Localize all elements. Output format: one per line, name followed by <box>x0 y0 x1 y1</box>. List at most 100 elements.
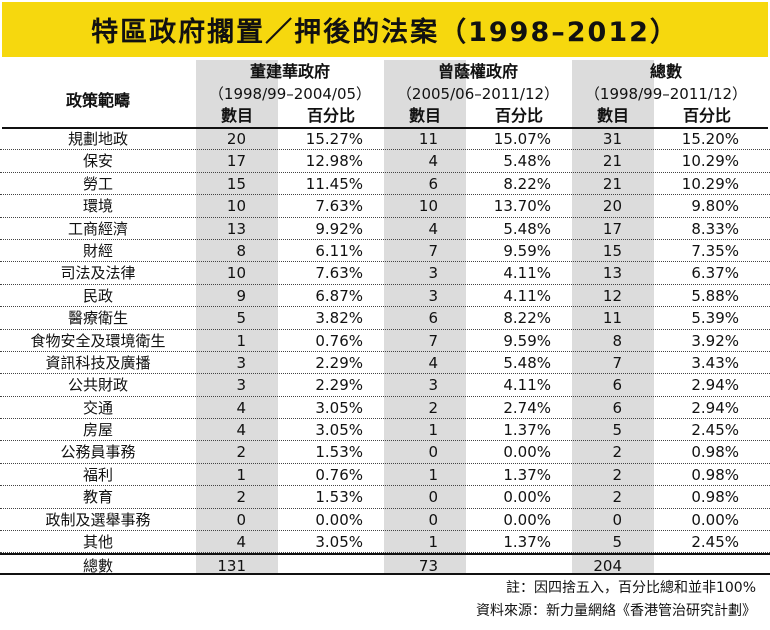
data-table: 規劃地政 20 15.27% 11 15.07% 31 15.20% 保安 17 12.98% 4 5… <box>0 128 770 576</box>
cell-tsang-pct: 1.37% <box>503 465 551 484</box>
cell-tsang-count: 7 <box>428 331 438 350</box>
cell-total-count: 31 <box>602 130 622 148</box>
cell-tung-count: 5 <box>236 309 246 328</box>
cell-tsang-pct: 15.07% <box>493 130 551 148</box>
count-header-total: 數目 <box>596 106 629 125</box>
cell-total-pct: 0.00% <box>691 510 739 529</box>
cell-total-pct: 2.45% <box>691 421 739 440</box>
cell-tung-count: 13 <box>226 219 246 238</box>
cell-total-pct: 5.39% <box>691 309 739 328</box>
cell-total-count: 8 <box>612 331 622 350</box>
cell-total-pct: 9.80% <box>691 197 739 216</box>
shade-tsang-count <box>384 60 466 574</box>
cell-tung-count: 2 <box>236 488 246 507</box>
table-row: 醫療衛生 5 3.82% 6 8.22% 11 5.39% <box>0 307 770 330</box>
cell-tsang-count: 4 <box>428 152 438 171</box>
cell-tung-count: 8 <box>236 241 246 260</box>
cell-tung-count: 0 <box>236 510 246 529</box>
cell-tung-pct: 3.05% <box>315 398 363 417</box>
cell-tsang-count: 2 <box>428 398 438 417</box>
cell-tung-count: 10 <box>226 264 246 283</box>
table-row: 房屋 4 3.05% 1 1.37% 5 2.45% <box>0 419 770 442</box>
cell-tung-count: 4 <box>236 421 246 440</box>
cell-category: 交通 <box>82 398 113 417</box>
cell-category: 勞工 <box>82 174 113 193</box>
table-row: 福利 1 0.76% 1 1.37% 2 0.98% <box>0 464 770 487</box>
cell-tung-pct: 2.29% <box>315 376 363 395</box>
cell-tsang-pct: 4.11% <box>503 264 551 283</box>
cell-tsang-count: 1 <box>428 421 438 440</box>
table-row: 環境 10 7.63% 10 13.70% 20 9.80% <box>0 195 770 218</box>
table-row: 民政 9 6.87% 3 4.11% 12 5.88% <box>0 285 770 308</box>
cell-tsang-count: 11 <box>418 130 438 148</box>
cell-tsang-count: 0 <box>428 488 438 507</box>
cell-tung-pct: 7.63% <box>315 264 363 283</box>
cell-total-pct: 6.37% <box>691 264 739 283</box>
table-row: 工商經濟 13 9.92% 4 5.48% 17 8.33% <box>0 218 770 240</box>
cell-tsang-count: 4 <box>428 219 438 238</box>
cell-category: 房屋 <box>82 421 113 440</box>
group-name-tsang: 曾蔭權政府 <box>437 62 518 81</box>
cell-tung-pct: 2.29% <box>315 353 363 372</box>
cell-total-pct: 15.20% <box>681 130 739 148</box>
cell-tsang-count: 10 <box>418 197 438 216</box>
cell-tung-count: 4 <box>236 533 246 552</box>
cell-tung-pct: 1.53% <box>315 488 363 507</box>
cell-category: 其他 <box>82 533 113 552</box>
cell-tsang-pct: 5.48% <box>503 219 551 238</box>
cell-tung-pct: 11.45% <box>305 174 363 193</box>
cell-category: 食物安全及環境衛生 <box>30 331 166 350</box>
cell-tsang-count: 1 <box>428 533 438 552</box>
cell-category: 規劃地政 <box>67 130 128 148</box>
cell-total-pct: 2.94% <box>691 376 739 395</box>
table-row: 食物安全及環境衛生 1 0.76% 7 9.59% 8 3.92% <box>0 330 770 352</box>
cell-tsang-pct: 8.22% <box>503 174 551 193</box>
header-rule <box>2 127 768 129</box>
category-header: 政策範疇 <box>65 91 130 110</box>
total-tsang-count: 73 <box>418 557 438 576</box>
cell-category: 保安 <box>82 152 113 171</box>
group-period-tung: （1998/99–2004/05） <box>208 85 372 103</box>
shade-total-count <box>572 60 654 574</box>
cell-total-pct: 7.35% <box>691 241 739 260</box>
cell-category: 教育 <box>82 488 113 507</box>
group-period-tsang: （2005/06–2011/12） <box>396 85 560 103</box>
cell-total-pct: 10.29% <box>681 152 739 171</box>
cell-total-count: 7 <box>612 353 622 372</box>
cell-tsang-pct: 0.00% <box>503 510 551 529</box>
cell-tsang-count: 6 <box>428 174 438 193</box>
cell-total-pct: 8.33% <box>691 219 739 238</box>
cell-total-pct: 0.98% <box>691 488 739 507</box>
cell-category: 資訊科技及廣播 <box>45 353 151 372</box>
cell-tsang-pct: 4.11% <box>503 376 551 395</box>
cell-total-count: 12 <box>602 286 622 305</box>
cell-total-pct: 0.98% <box>691 465 739 484</box>
table-row: 教育 2 1.53% 0 0.00% 2 0.98% <box>0 486 770 509</box>
cell-total-count: 17 <box>602 219 622 238</box>
cell-total-pct: 3.43% <box>691 353 739 372</box>
cell-category: 政制及選舉事務 <box>45 510 151 529</box>
cell-tung-pct: 0.76% <box>315 465 363 484</box>
total-tung-count: 131 <box>217 557 246 576</box>
group-name-total: 總數 <box>649 62 682 81</box>
cell-category: 醫療衛生 <box>67 309 128 328</box>
cell-tung-count: 17 <box>226 152 246 171</box>
cell-total-count: 2 <box>612 488 622 507</box>
cell-category: 財經 <box>82 241 113 260</box>
cell-tung-count: 2 <box>236 443 246 462</box>
percent-header-tung: 百分比 <box>306 106 355 125</box>
cell-tsang-count: 4 <box>428 353 438 372</box>
table-row: 保安 17 12.98% 4 5.48% 21 10.29% <box>0 150 770 173</box>
cell-category: 司法及法律 <box>60 264 136 283</box>
cell-total-count: 21 <box>602 174 622 193</box>
total-row: 總數 131 73 204 <box>0 553 770 576</box>
table-row: 司法及法律 10 7.63% 3 4.11% 13 6.37% <box>0 262 770 285</box>
cell-tsang-pct: 8.22% <box>503 309 551 328</box>
cell-tsang-count: 6 <box>428 309 438 328</box>
cell-tung-count: 20 <box>226 130 246 148</box>
cell-tsang-pct: 4.11% <box>503 286 551 305</box>
cell-tung-pct: 3.82% <box>315 309 363 328</box>
cell-tung-count: 1 <box>236 465 246 484</box>
cell-tsang-count: 3 <box>428 286 438 305</box>
table-row: 政制及選舉事務 0 0.00% 0 0.00% 0 0.00% <box>0 509 770 532</box>
